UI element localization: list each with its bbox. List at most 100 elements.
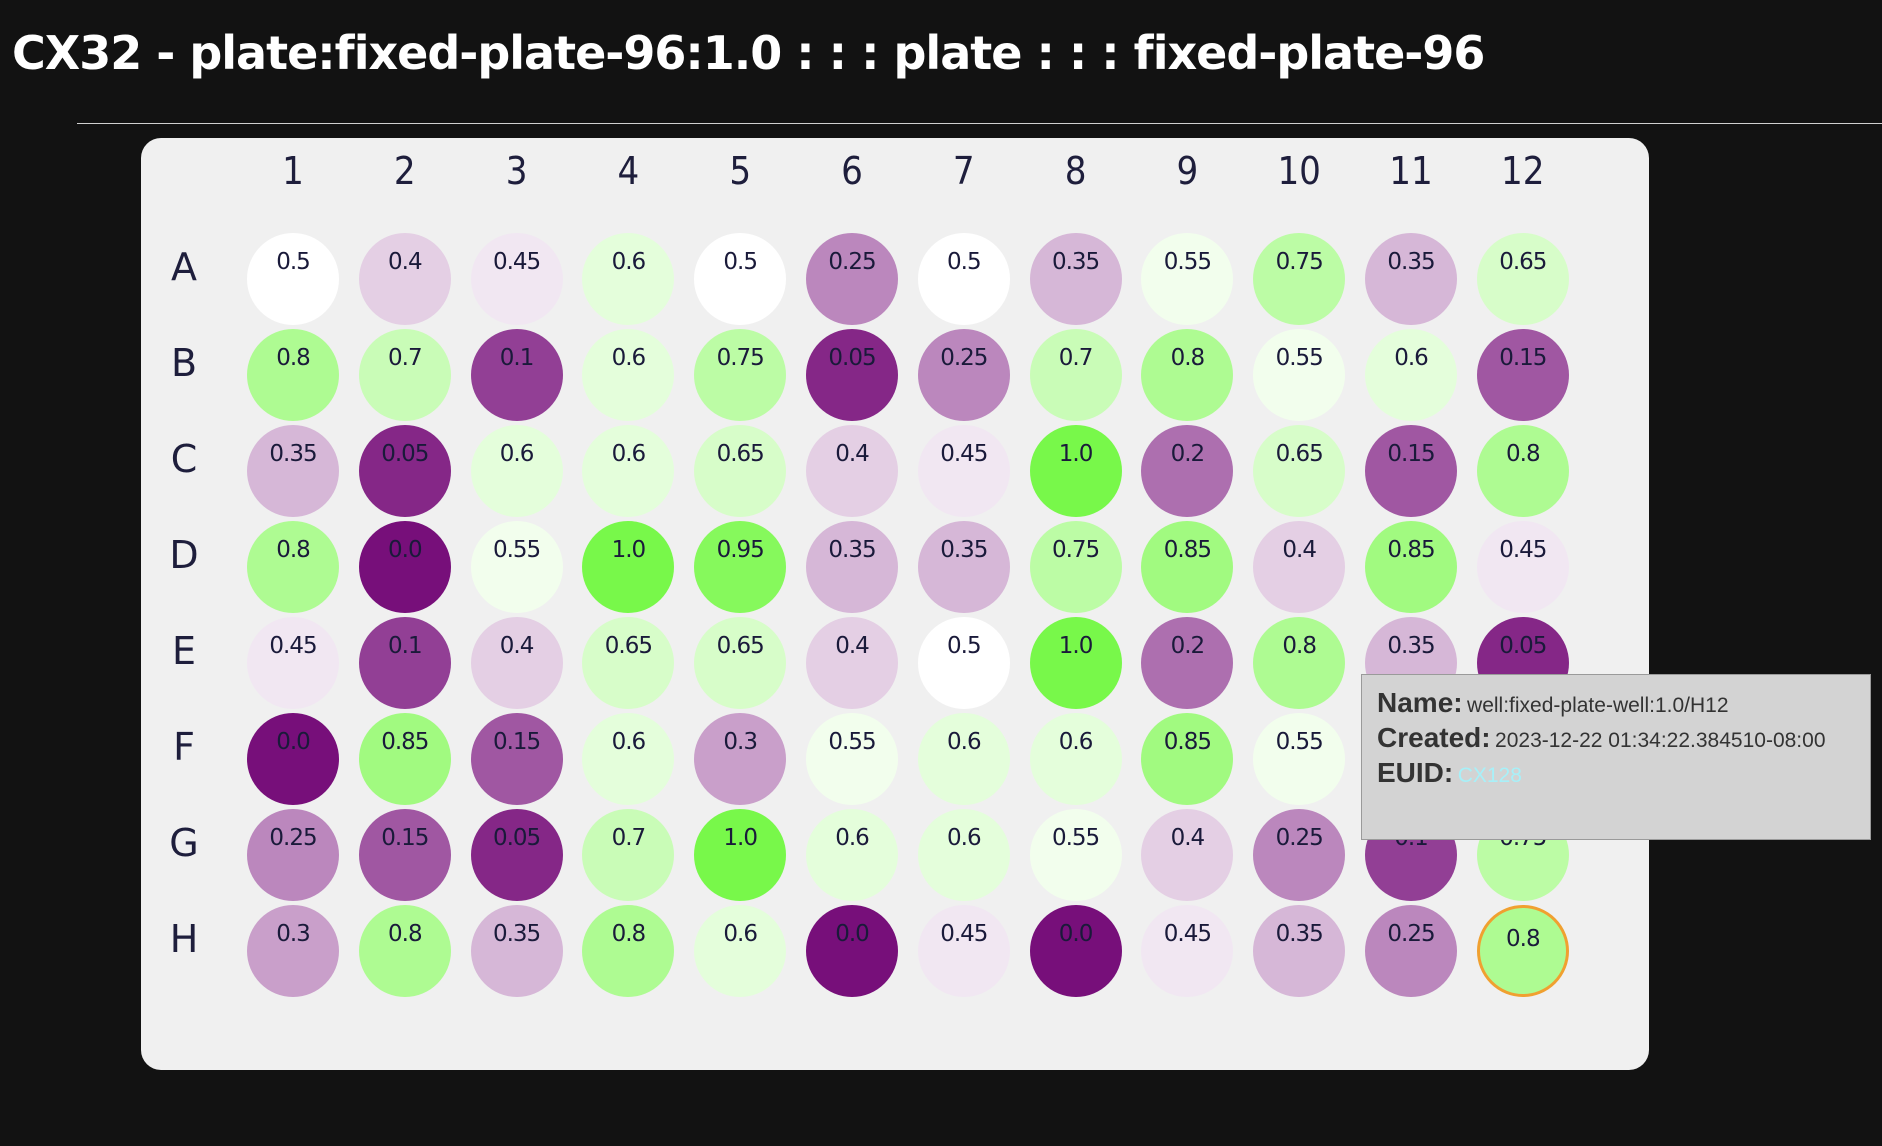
well-B1[interactable]: 0.8 <box>247 329 339 421</box>
well-D11[interactable]: 0.85 <box>1365 521 1457 613</box>
well-C11[interactable]: 0.15 <box>1365 425 1457 517</box>
well-F5[interactable]: 0.3 <box>694 713 787 805</box>
well-E1[interactable]: 0.45 <box>247 617 339 709</box>
well-A3[interactable]: 0.45 <box>470 233 563 325</box>
well-E10[interactable]: 0.8 <box>1253 617 1346 709</box>
well-H11[interactable]: 0.25 <box>1365 905 1457 997</box>
well-D4[interactable]: 1.0 <box>582 521 675 613</box>
well-C7[interactable]: 0.45 <box>917 425 1010 517</box>
well-H7[interactable]: 0.45 <box>917 905 1010 997</box>
well-C12[interactable]: 0.8 <box>1476 425 1569 517</box>
well-C3[interactable]: 0.6 <box>470 425 563 517</box>
well-value: 0.05 <box>381 441 429 467</box>
well-A9[interactable]: 0.55 <box>1141 233 1234 325</box>
well-D1[interactable]: 0.8 <box>247 521 339 613</box>
well-D6[interactable]: 0.35 <box>806 521 898 613</box>
well-F2[interactable]: 0.85 <box>358 713 451 805</box>
well-A4[interactable]: 0.6 <box>582 233 675 325</box>
column-header-10: 10 <box>1277 149 1321 193</box>
well-value: 0.6 <box>611 345 647 371</box>
well-D2[interactable]: 0.0 <box>358 521 451 613</box>
well-B8[interactable]: 0.7 <box>1029 329 1122 421</box>
well-F3[interactable]: 0.15 <box>470 713 563 805</box>
well-B10[interactable]: 0.55 <box>1253 329 1346 421</box>
well-E3[interactable]: 0.4 <box>470 617 563 709</box>
well-H3[interactable]: 0.35 <box>470 905 563 997</box>
well-D7[interactable]: 0.35 <box>917 521 1010 613</box>
well-H10[interactable]: 0.35 <box>1253 905 1346 997</box>
well-value: 0.2 <box>1170 633 1206 659</box>
well-B12[interactable]: 0.15 <box>1476 329 1569 421</box>
well-H6[interactable]: 0.0 <box>806 905 898 997</box>
well-E4[interactable]: 0.65 <box>582 617 675 709</box>
well-D3[interactable]: 0.55 <box>470 521 563 613</box>
well-B4[interactable]: 0.6 <box>582 329 675 421</box>
well-B3[interactable]: 0.1 <box>470 329 563 421</box>
well-A2[interactable]: 0.4 <box>358 233 451 325</box>
well-D10[interactable]: 0.4 <box>1253 521 1346 613</box>
well-G3[interactable]: 0.05 <box>470 809 563 901</box>
well-G6[interactable]: 0.6 <box>806 809 898 901</box>
well-D12[interactable]: 0.45 <box>1476 521 1569 613</box>
well-C10[interactable]: 0.65 <box>1253 425 1346 517</box>
well-B2[interactable]: 0.7 <box>358 329 451 421</box>
well-A10[interactable]: 0.75 <box>1253 233 1346 325</box>
well-F10[interactable]: 0.55 <box>1253 713 1346 805</box>
well-D8[interactable]: 0.75 <box>1029 521 1122 613</box>
well-F8[interactable]: 0.6 <box>1029 713 1122 805</box>
well-C2[interactable]: 0.05 <box>358 425 451 517</box>
well-value: 0.0 <box>1058 921 1094 947</box>
well-A11[interactable]: 0.35 <box>1365 233 1457 325</box>
well-F4[interactable]: 0.6 <box>582 713 675 805</box>
well-D5[interactable]: 0.95 <box>694 521 787 613</box>
well-E6[interactable]: 0.4 <box>806 617 898 709</box>
well-E8[interactable]: 1.0 <box>1029 617 1122 709</box>
well-C1[interactable]: 0.35 <box>247 425 339 517</box>
well-F9[interactable]: 0.85 <box>1141 713 1234 805</box>
well-H9[interactable]: 0.45 <box>1141 905 1234 997</box>
well-value: 0.2 <box>1170 441 1206 467</box>
well-H2[interactable]: 0.8 <box>358 905 451 997</box>
well-G8[interactable]: 0.55 <box>1029 809 1122 901</box>
well-C8[interactable]: 1.0 <box>1029 425 1122 517</box>
well-G1[interactable]: 0.25 <box>247 809 339 901</box>
well-G7[interactable]: 0.6 <box>917 809 1010 901</box>
well-G5[interactable]: 1.0 <box>694 809 787 901</box>
well-H1[interactable]: 0.3 <box>247 905 339 997</box>
well-B11[interactable]: 0.6 <box>1365 329 1457 421</box>
well-value: 0.15 <box>492 729 541 755</box>
well-E9[interactable]: 0.2 <box>1141 617 1234 709</box>
well-F6[interactable]: 0.55 <box>806 713 898 805</box>
well-A5[interactable]: 0.5 <box>694 233 787 325</box>
well-E7[interactable]: 0.5 <box>917 617 1010 709</box>
well-value: 0.25 <box>1387 921 1435 947</box>
well-G2[interactable]: 0.15 <box>358 809 451 901</box>
well-A8[interactable]: 0.35 <box>1029 233 1122 325</box>
well-F1[interactable]: 0.0 <box>247 713 339 805</box>
well-C4[interactable]: 0.6 <box>582 425 675 517</box>
well-B5[interactable]: 0.75 <box>694 329 787 421</box>
well-G9[interactable]: 0.4 <box>1141 809 1234 901</box>
well-A7[interactable]: 0.5 <box>917 233 1010 325</box>
well-H5[interactable]: 0.6 <box>694 905 787 997</box>
well-C9[interactable]: 0.2 <box>1141 425 1234 517</box>
well-A1[interactable]: 0.5 <box>247 233 339 325</box>
well-H12[interactable]: 0.8 <box>1476 905 1569 997</box>
well-E5[interactable]: 0.65 <box>694 617 787 709</box>
well-A6[interactable]: 0.25 <box>806 233 898 325</box>
well-B9[interactable]: 0.8 <box>1141 329 1234 421</box>
well-G4[interactable]: 0.7 <box>582 809 675 901</box>
well-E2[interactable]: 0.1 <box>358 617 451 709</box>
well-value: 0.55 <box>1051 825 1100 851</box>
well-C5[interactable]: 0.65 <box>694 425 787 517</box>
well-H8[interactable]: 0.0 <box>1029 905 1122 997</box>
well-B6[interactable]: 0.05 <box>806 329 898 421</box>
well-D9[interactable]: 0.85 <box>1141 521 1234 613</box>
well-F7[interactable]: 0.6 <box>917 713 1010 805</box>
well-C6[interactable]: 0.4 <box>806 425 898 517</box>
well-B7[interactable]: 0.25 <box>917 329 1010 421</box>
well-G10[interactable]: 0.25 <box>1253 809 1346 901</box>
tooltip-euid-link[interactable]: CX128 <box>1457 764 1522 787</box>
well-A12[interactable]: 0.65 <box>1476 233 1569 325</box>
well-H4[interactable]: 0.8 <box>582 905 675 997</box>
